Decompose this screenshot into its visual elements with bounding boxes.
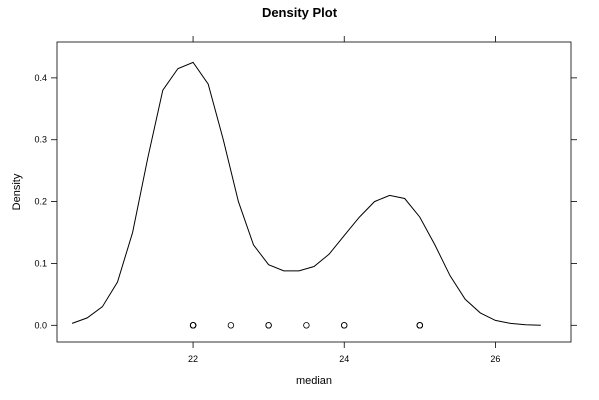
density-curve [71, 61, 541, 326]
x-axis-label: median [296, 375, 332, 387]
rug-point [416, 322, 423, 329]
rug-point [189, 322, 197, 329]
y-tick-label: 0.3 [34, 135, 47, 145]
y-tick-label: 0.2 [34, 197, 47, 207]
rug-point [265, 322, 272, 329]
y-tick-label: 0.0 [34, 320, 47, 330]
rug-points [189, 322, 423, 329]
x-tick-label: 24 [339, 354, 349, 364]
plot-frame [56, 41, 572, 343]
x-tick-label: 22 [188, 354, 198, 364]
y-axis-label: Density [11, 173, 23, 210]
y-tick-label: 0.4 [34, 73, 47, 83]
rug-point [303, 322, 310, 329]
axis-tick-labels: 22 24 26 0.0 0.1 0.2 0.3 0.4 [34, 73, 500, 364]
rug-point [227, 322, 235, 329]
chart-title: Density Plot [262, 5, 338, 20]
rug-point [341, 322, 348, 329]
axis-ticks [51, 36, 577, 348]
x-tick-label: 26 [490, 354, 500, 364]
y-tick-label: 0.1 [34, 258, 47, 268]
